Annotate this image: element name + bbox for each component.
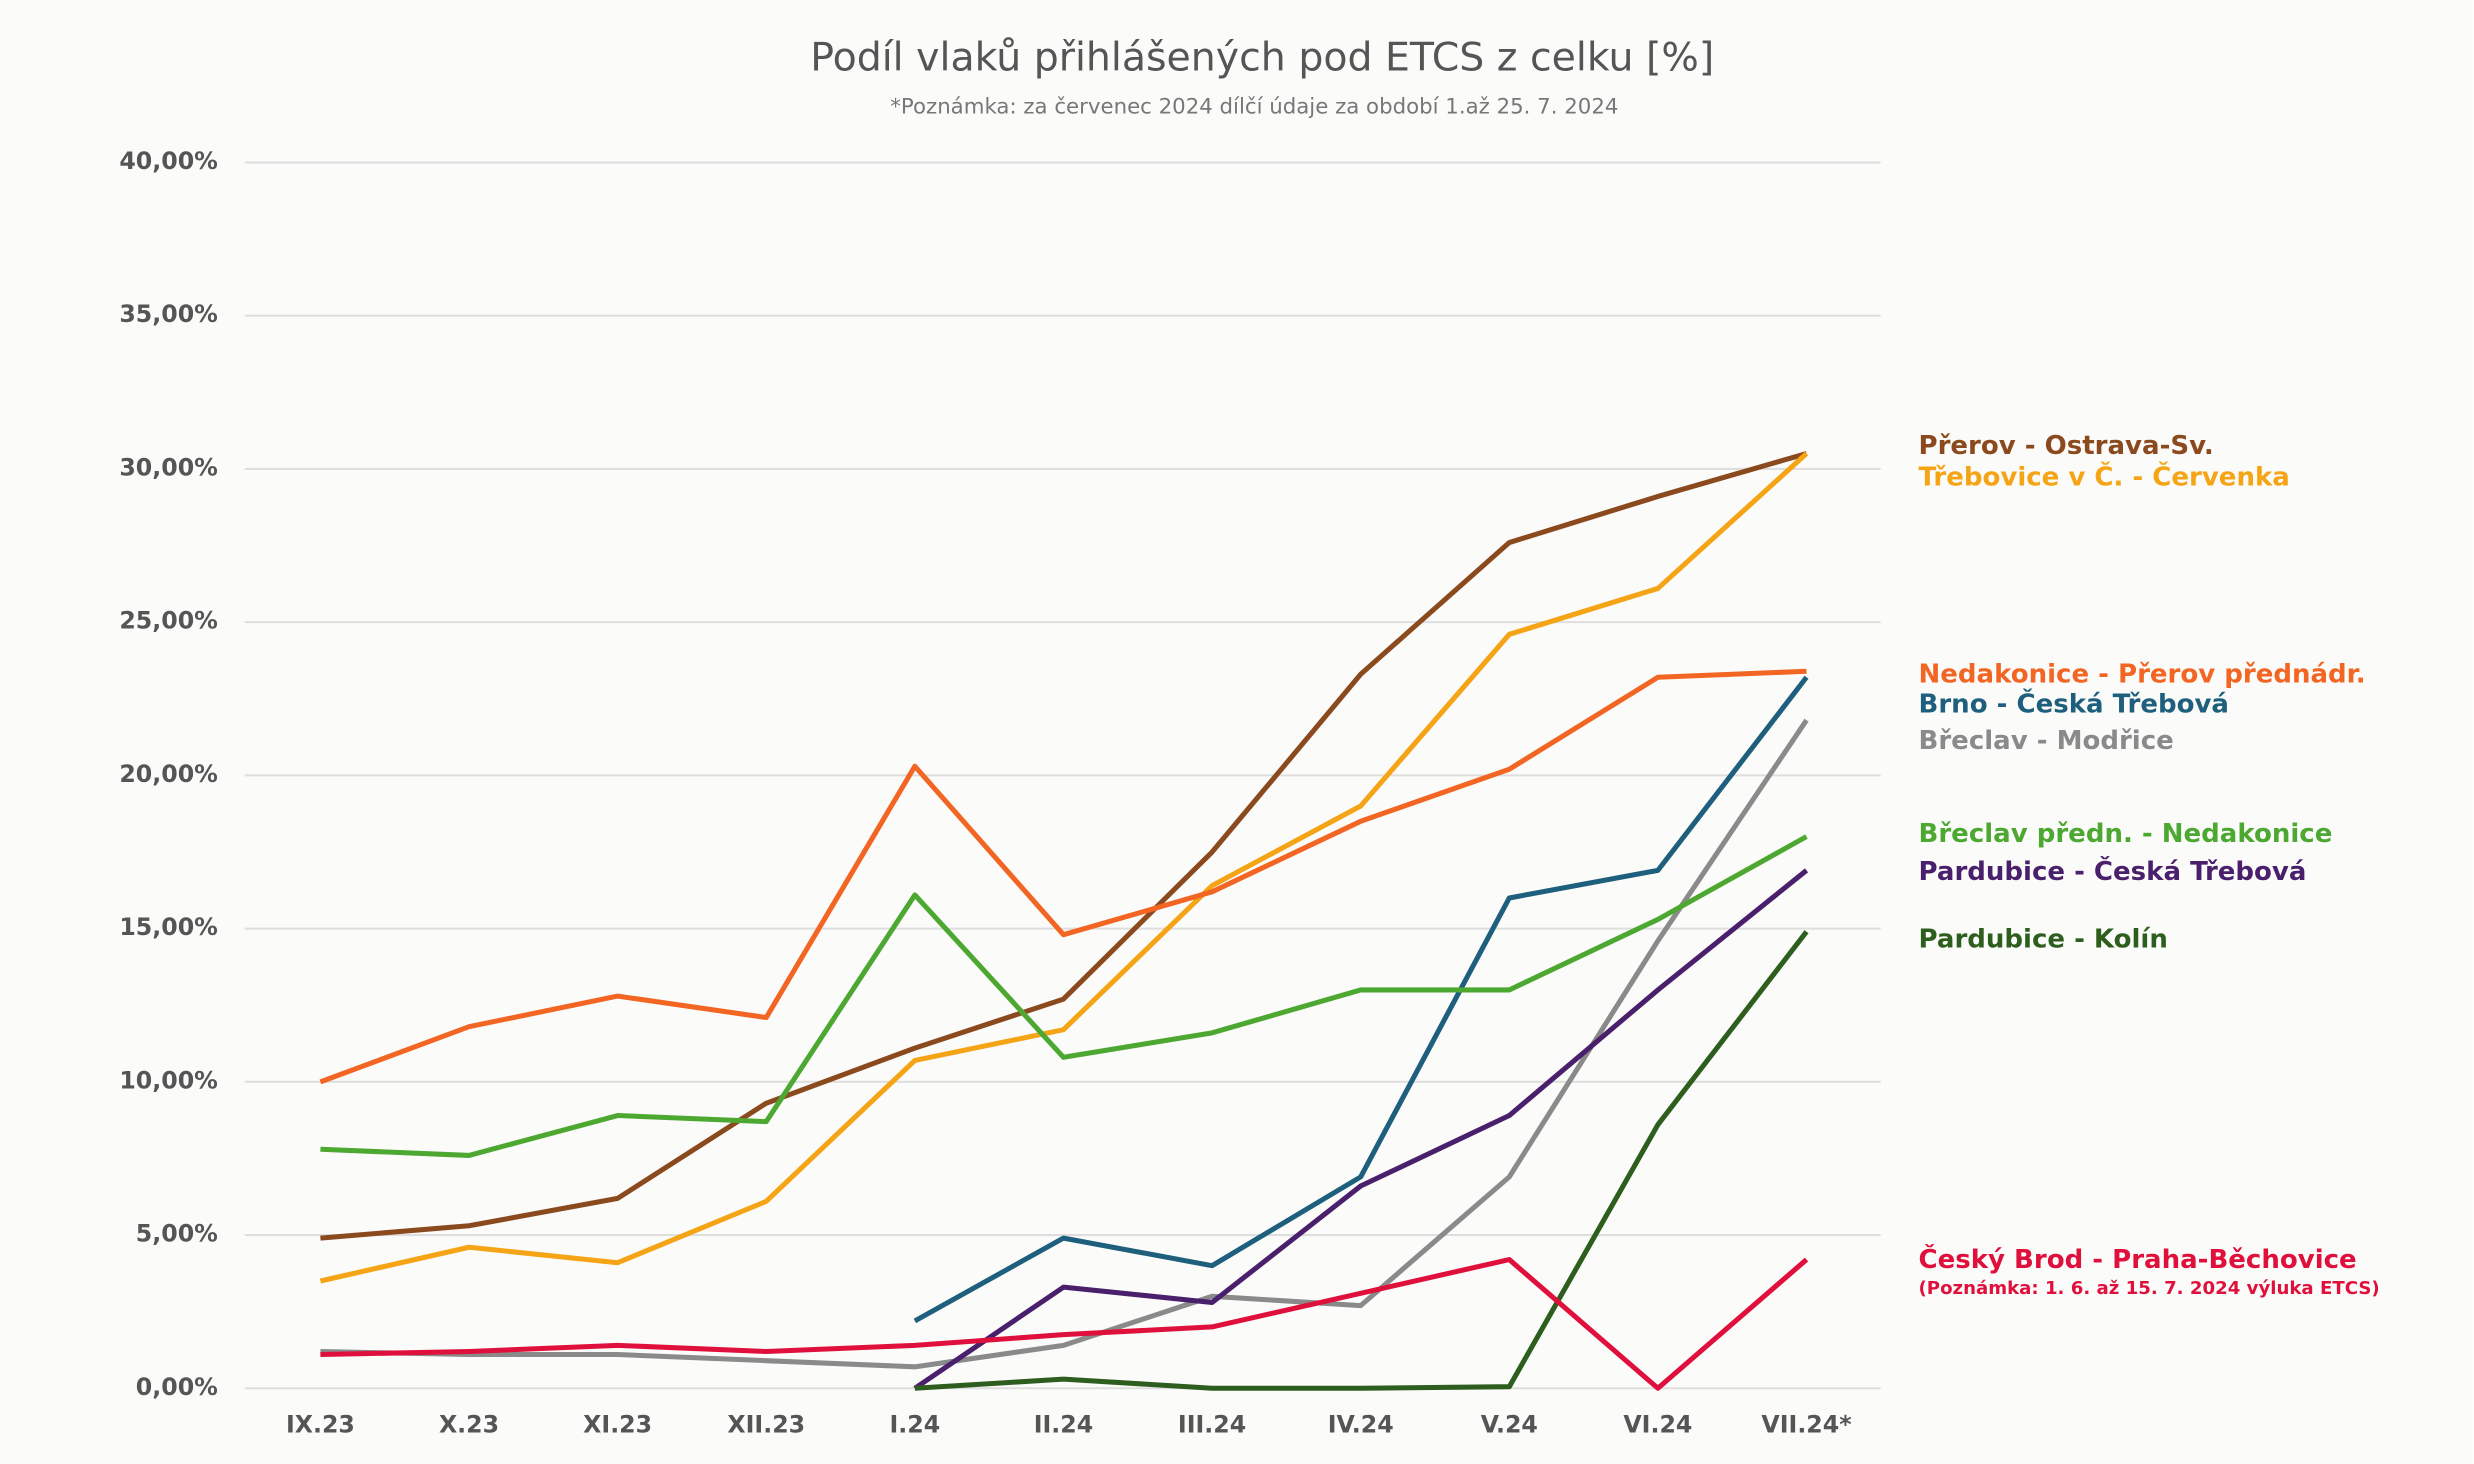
x-tick-label: IX.23	[286, 1411, 355, 1439]
y-tick-label: 35,00%	[119, 300, 218, 328]
legend-entry: Brno - Česká Třebová	[1919, 688, 2229, 720]
legend-entry: Třebovice v Č. - Červenka	[1919, 461, 2290, 493]
x-tick-label: III.24	[1178, 1411, 1246, 1439]
chart-title: Podíl vlaků přihlášených pod ETCS z celk…	[810, 34, 1714, 80]
x-tick-label: X.23	[439, 1411, 499, 1439]
x-tick-label: II.24	[1034, 1411, 1094, 1439]
chart-subtitle: *Poznámka: za červenec 2024 dílčí údaje …	[890, 94, 1618, 119]
legend-entry: Pardubice - Kolín	[1919, 925, 2168, 955]
y-tick-label: 5,00%	[136, 1220, 218, 1248]
x-tick-label: IV.24	[1328, 1411, 1394, 1439]
y-tick-label: 25,00%	[119, 607, 218, 635]
y-tick-label: 0,00%	[136, 1373, 218, 1401]
y-tick-label: 40,00%	[119, 147, 218, 175]
legend-entry: Český Brod - Praha-Běchovice	[1919, 1243, 2357, 1275]
chart: Podíl vlaků přihlášených pod ETCS z celk…	[0, 0, 2474, 1464]
x-tick-label: I.24	[889, 1411, 940, 1439]
y-tick-label: 30,00%	[119, 453, 218, 481]
legend-note: (Poznámka: 1. 6. až 15. 7. 2024 výluka E…	[1919, 1278, 2380, 1299]
x-tick-label: V.24	[1481, 1411, 1538, 1439]
legend-entry: Nedakonice - Přerov přednádr.	[1919, 660, 2366, 690]
x-tick-label: XII.23	[727, 1411, 805, 1439]
legend-entry: Břeclav - Modřice	[1919, 726, 2174, 756]
x-tick-label: VII.24*	[1761, 1411, 1851, 1439]
x-tick-label: VI.24	[1623, 1411, 1692, 1439]
y-tick-label: 10,00%	[119, 1066, 218, 1094]
legend-entry: Přerov - Ostrava-Sv.	[1919, 431, 2214, 461]
legend-entry: Pardubice - Česká Třebová	[1919, 855, 2307, 887]
y-tick-label: 15,00%	[119, 913, 218, 941]
x-tick-label: XI.23	[583, 1411, 652, 1439]
y-tick-label: 20,00%	[119, 760, 218, 788]
legend-entry: Břeclav předn. - Nedakonice	[1919, 819, 2333, 849]
